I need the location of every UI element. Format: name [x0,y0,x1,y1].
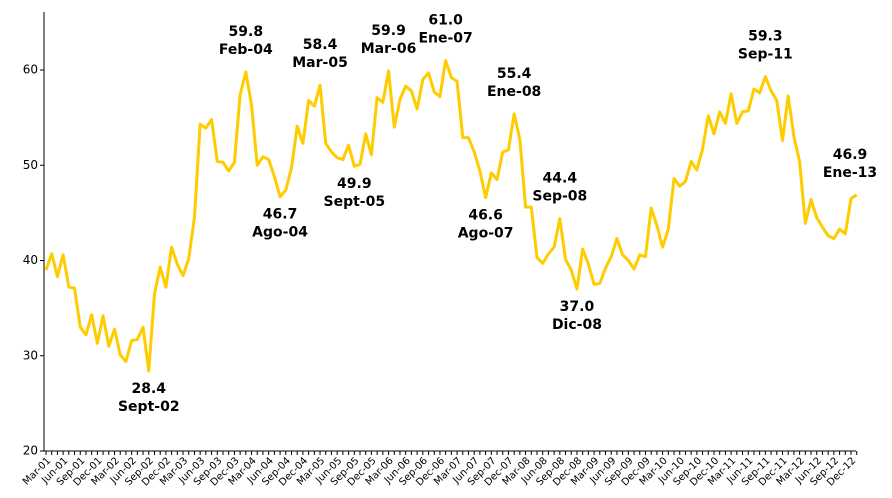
y-tick-label: 60 [23,63,38,77]
annotation-date: Ene-08 [487,84,541,100]
annotation-date: Sept-02 [118,399,180,415]
annotation-value: 46.9 [833,147,868,163]
annotation-date: Ago-04 [252,225,308,241]
annotation-value: 44.4 [543,171,578,187]
annotation-date: Sep-08 [532,189,587,205]
annotation-value: 59.9 [371,23,406,39]
annotation-value: 46.7 [263,207,298,223]
annotation-date: Sept-05 [324,194,386,210]
annotation-value: 49.9 [337,176,372,192]
annotation-value: 59.3 [748,29,783,45]
annotation-date: Ago-07 [458,226,514,242]
annotation-date: Mar-06 [361,41,417,57]
annotation-value: 55.4 [497,66,532,82]
annotation-value: 59.8 [229,24,264,40]
annotation-value: 28.4 [131,381,166,397]
data-line [44,58,858,373]
y-tick-label: 50 [23,158,38,172]
annotation-date: Mar-05 [292,55,348,71]
annotation-date: Ene-07 [418,30,472,46]
annotation-date: Dic-08 [552,317,602,333]
y-tick-label: 20 [23,444,38,458]
annotation-value: 61.0 [428,12,463,28]
y-tick-label: 40 [23,253,38,267]
annotation-date: Sep-11 [738,47,793,63]
annotation-date: Ene-13 [823,165,877,181]
annotation-value: 37.0 [560,299,595,315]
annotation-value: 46.6 [468,208,503,224]
annotation-value: 58.4 [303,37,338,53]
annotation-date: Feb-04 [219,42,273,58]
y-tick-label: 30 [23,348,38,362]
